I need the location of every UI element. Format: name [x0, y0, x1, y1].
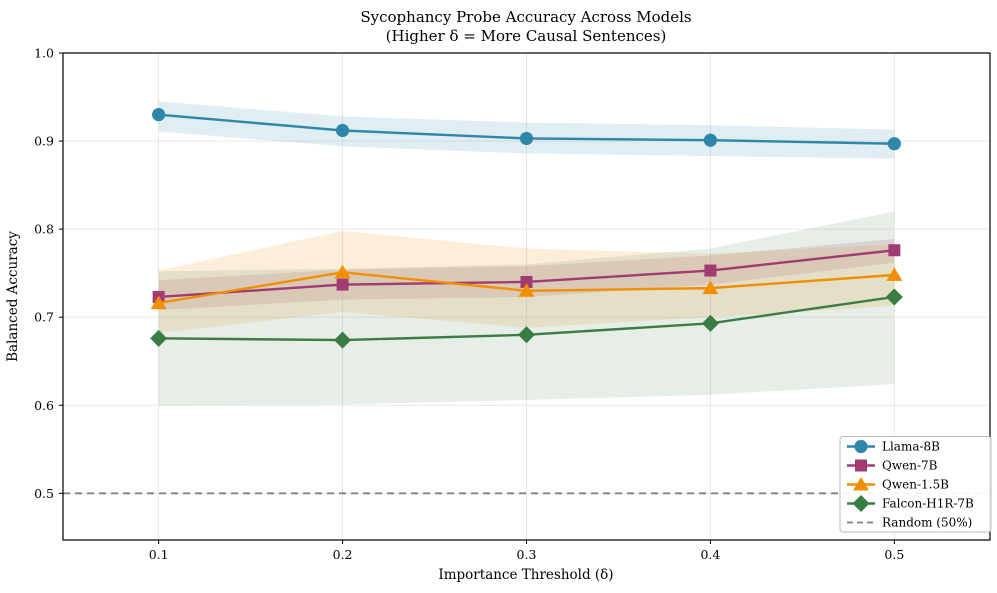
x-tick-label: 0.2 [333, 547, 353, 562]
y-tick-label: 0.7 [34, 310, 54, 325]
chart-title: Sycophancy Probe Accuracy Across Models [360, 8, 691, 26]
point-qwen-1.5b [518, 283, 535, 297]
legend-label: Llama-8B [882, 440, 940, 454]
x-axis-label: Importance Threshold (δ) [438, 567, 613, 583]
y-tick-label: 0.8 [34, 222, 54, 237]
point-falcon-h1r-7b [701, 314, 719, 332]
legend-marker-circle [854, 439, 868, 454]
y-tick-label: 0.6 [34, 398, 54, 413]
point-falcon-h1r-7b [518, 326, 535, 344]
x-tick-label: 0.1 [149, 547, 169, 562]
point-qwen-7b [520, 275, 533, 288]
band-qwen-7b [158, 238, 895, 311]
y-tick-label: 0.9 [34, 134, 54, 149]
point-qwen-7b [336, 278, 349, 291]
axes-and-ticks: 0.1 0.2 0.3 0.4 0.5 0.5 0.6 0.7 0.8 0.9 1.0 [34, 46, 991, 562]
band-falcon-h1r-7b [158, 211, 895, 406]
legend-box [839, 436, 992, 533]
point-qwen-7b [704, 264, 717, 277]
y-tick-label: 0.5 [34, 486, 54, 501]
point-falcon-h1r-7b [334, 331, 352, 349]
series-lines [150, 108, 903, 349]
chart-subtitle: (Higher δ = More Causal Sentences) [386, 27, 667, 45]
x-tick-label: 0.3 [517, 547, 537, 562]
legend-label: Random (50%) [882, 516, 972, 530]
point-llama-8b [335, 123, 350, 138]
point-qwen-7b [888, 244, 901, 257]
point-qwen-1.5b [702, 280, 719, 295]
point-qwen-1.5b [886, 267, 903, 281]
legend-label: Falcon-H1R-7B [882, 497, 974, 511]
point-llama-8b [519, 131, 534, 146]
confidence-bands [158, 101, 895, 406]
legend: Llama-8B Qwen-7B Qwen-1.5B Falcon-H1R-7B Ran… [839, 436, 992, 533]
point-falcon-h1r-7b [885, 288, 903, 306]
y-axis-label: Balanced Accuracy [5, 231, 21, 362]
legend-marker-triangle [853, 477, 869, 491]
x-tick-label: 0.5 [884, 547, 904, 562]
legend-label: Qwen-1.5B [882, 478, 949, 492]
legend-marker-square [855, 459, 867, 472]
point-qwen-1.5b [334, 264, 351, 279]
x-tick-label: 0.4 [700, 547, 720, 562]
legend-marker-diamond [852, 495, 870, 512]
point-llama-8b [152, 108, 166, 122]
y-tick-label: 1.0 [34, 46, 54, 61]
point-falcon-h1r-7b [150, 329, 168, 347]
legend-label: Qwen-7B [882, 459, 938, 473]
point-qwen-1.5b [150, 295, 167, 310]
point-llama-8b [887, 137, 901, 151]
point-llama-8b [703, 133, 718, 147]
